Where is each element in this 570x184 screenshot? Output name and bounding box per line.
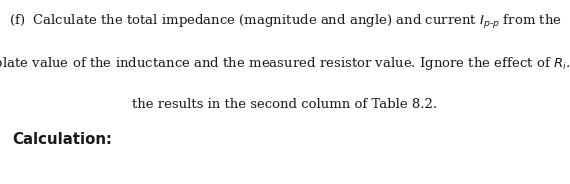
- Text: the results in the second column of Table 8.2.: the results in the second column of Tabl…: [132, 98, 438, 111]
- Text: (f)  Calculate the total impedance (magnitude and angle) and current $I_{p\text{: (f) Calculate the total impedance (magni…: [9, 13, 561, 31]
- Text: Calculation:: Calculation:: [13, 132, 112, 148]
- Text: nameplate value of the inductance and the measured resistor value. Ignore the ef: nameplate value of the inductance and th…: [0, 55, 570, 72]
